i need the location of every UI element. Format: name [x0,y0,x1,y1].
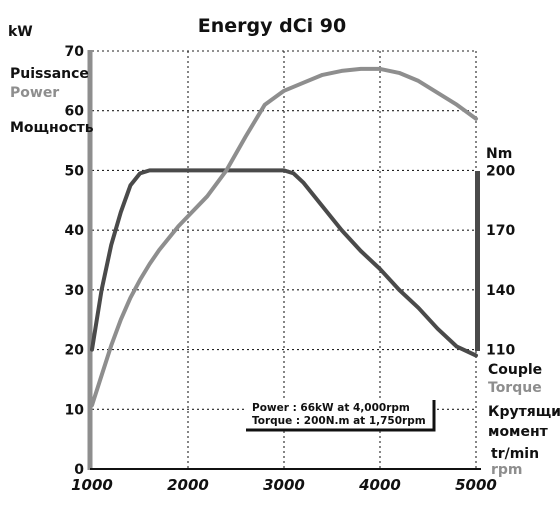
torque-curve [90,66,478,408]
power-curve [90,168,478,358]
left-tick-label: 10 [65,402,85,418]
annotation-torque: Torque : 200N.m at 1,750rpm [252,415,426,427]
right-tick-label: 170 [486,223,515,239]
right-label-moment: момент [488,424,549,440]
left-label-puissance: Puissance [10,66,89,82]
chart-title: Energy dCi 90 [198,15,346,37]
x-tick-label: 4000 [358,476,401,494]
left-tick-label: 0 [74,462,84,478]
left-tick-labels: 0 10 20 30 40 50 60 70 [65,44,85,478]
right-tick-label: 200 [486,163,515,179]
annotation-box: Power : 66kW at 4,000rpm Torque : 200N.m… [244,399,436,432]
x-tick-labels: 1000 2000 3000 4000 5000 [71,476,497,494]
x-tick-label: 5000 [455,476,497,494]
right-label-krutyashchiy: Крутящий [488,404,560,420]
left-tick-label: 70 [65,44,85,60]
right-tick-labels: 110 140 170 200 [486,163,515,358]
left-label-power: Power [10,85,59,101]
left-unit-label: kW [8,24,33,40]
grid [92,50,477,469]
x-tick-label: 3000 [263,476,305,494]
x-tick-label: 2000 [167,476,209,494]
series-group [90,66,478,408]
annotation-power: Power : 66kW at 4,000rpm [252,402,410,414]
right-tick-label: 140 [486,283,515,299]
right-tick-label: 110 [486,343,515,359]
left-tick-label: 50 [65,163,85,179]
x-unit-label-rpm: rpm [491,462,523,478]
right-unit-label: Nm [486,146,512,162]
left-tick-label: 20 [65,343,85,359]
left-tick-label: 30 [65,283,85,299]
right-label-couple: Couple [488,362,542,378]
left-axis-bar [87,50,93,470]
x-tick-label: 1000 [71,476,113,494]
x-unit-label-trmin: tr/min [491,446,539,462]
left-tick-label: 60 [65,104,85,120]
right-label-torque: Torque [488,380,542,396]
left-label-moshchnost: Мощность [10,120,94,136]
left-tick-label: 40 [65,223,85,239]
right-axis-bar [475,171,480,351]
